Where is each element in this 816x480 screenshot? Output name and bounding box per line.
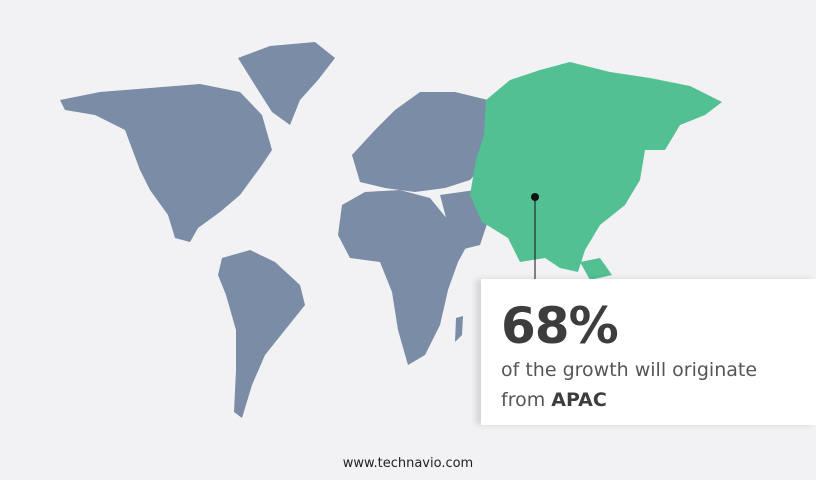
- apac-region: [470, 62, 722, 280]
- north-america: [60, 84, 272, 242]
- callout-card: 68% of the growth will originate from AP…: [481, 279, 816, 425]
- footer-website: www.technavio.com: [342, 456, 474, 471]
- madagascar: [455, 316, 463, 342]
- europe: [352, 92, 488, 192]
- callout-description: of the growth will originate from APAC: [501, 355, 801, 415]
- region-name: APAC: [551, 389, 607, 411]
- growth-percent: 68%: [501, 297, 619, 355]
- greenland: [238, 42, 335, 125]
- callout-text: of the growth will originate from: [501, 359, 758, 411]
- africa: [338, 190, 470, 365]
- south-america: [218, 250, 305, 418]
